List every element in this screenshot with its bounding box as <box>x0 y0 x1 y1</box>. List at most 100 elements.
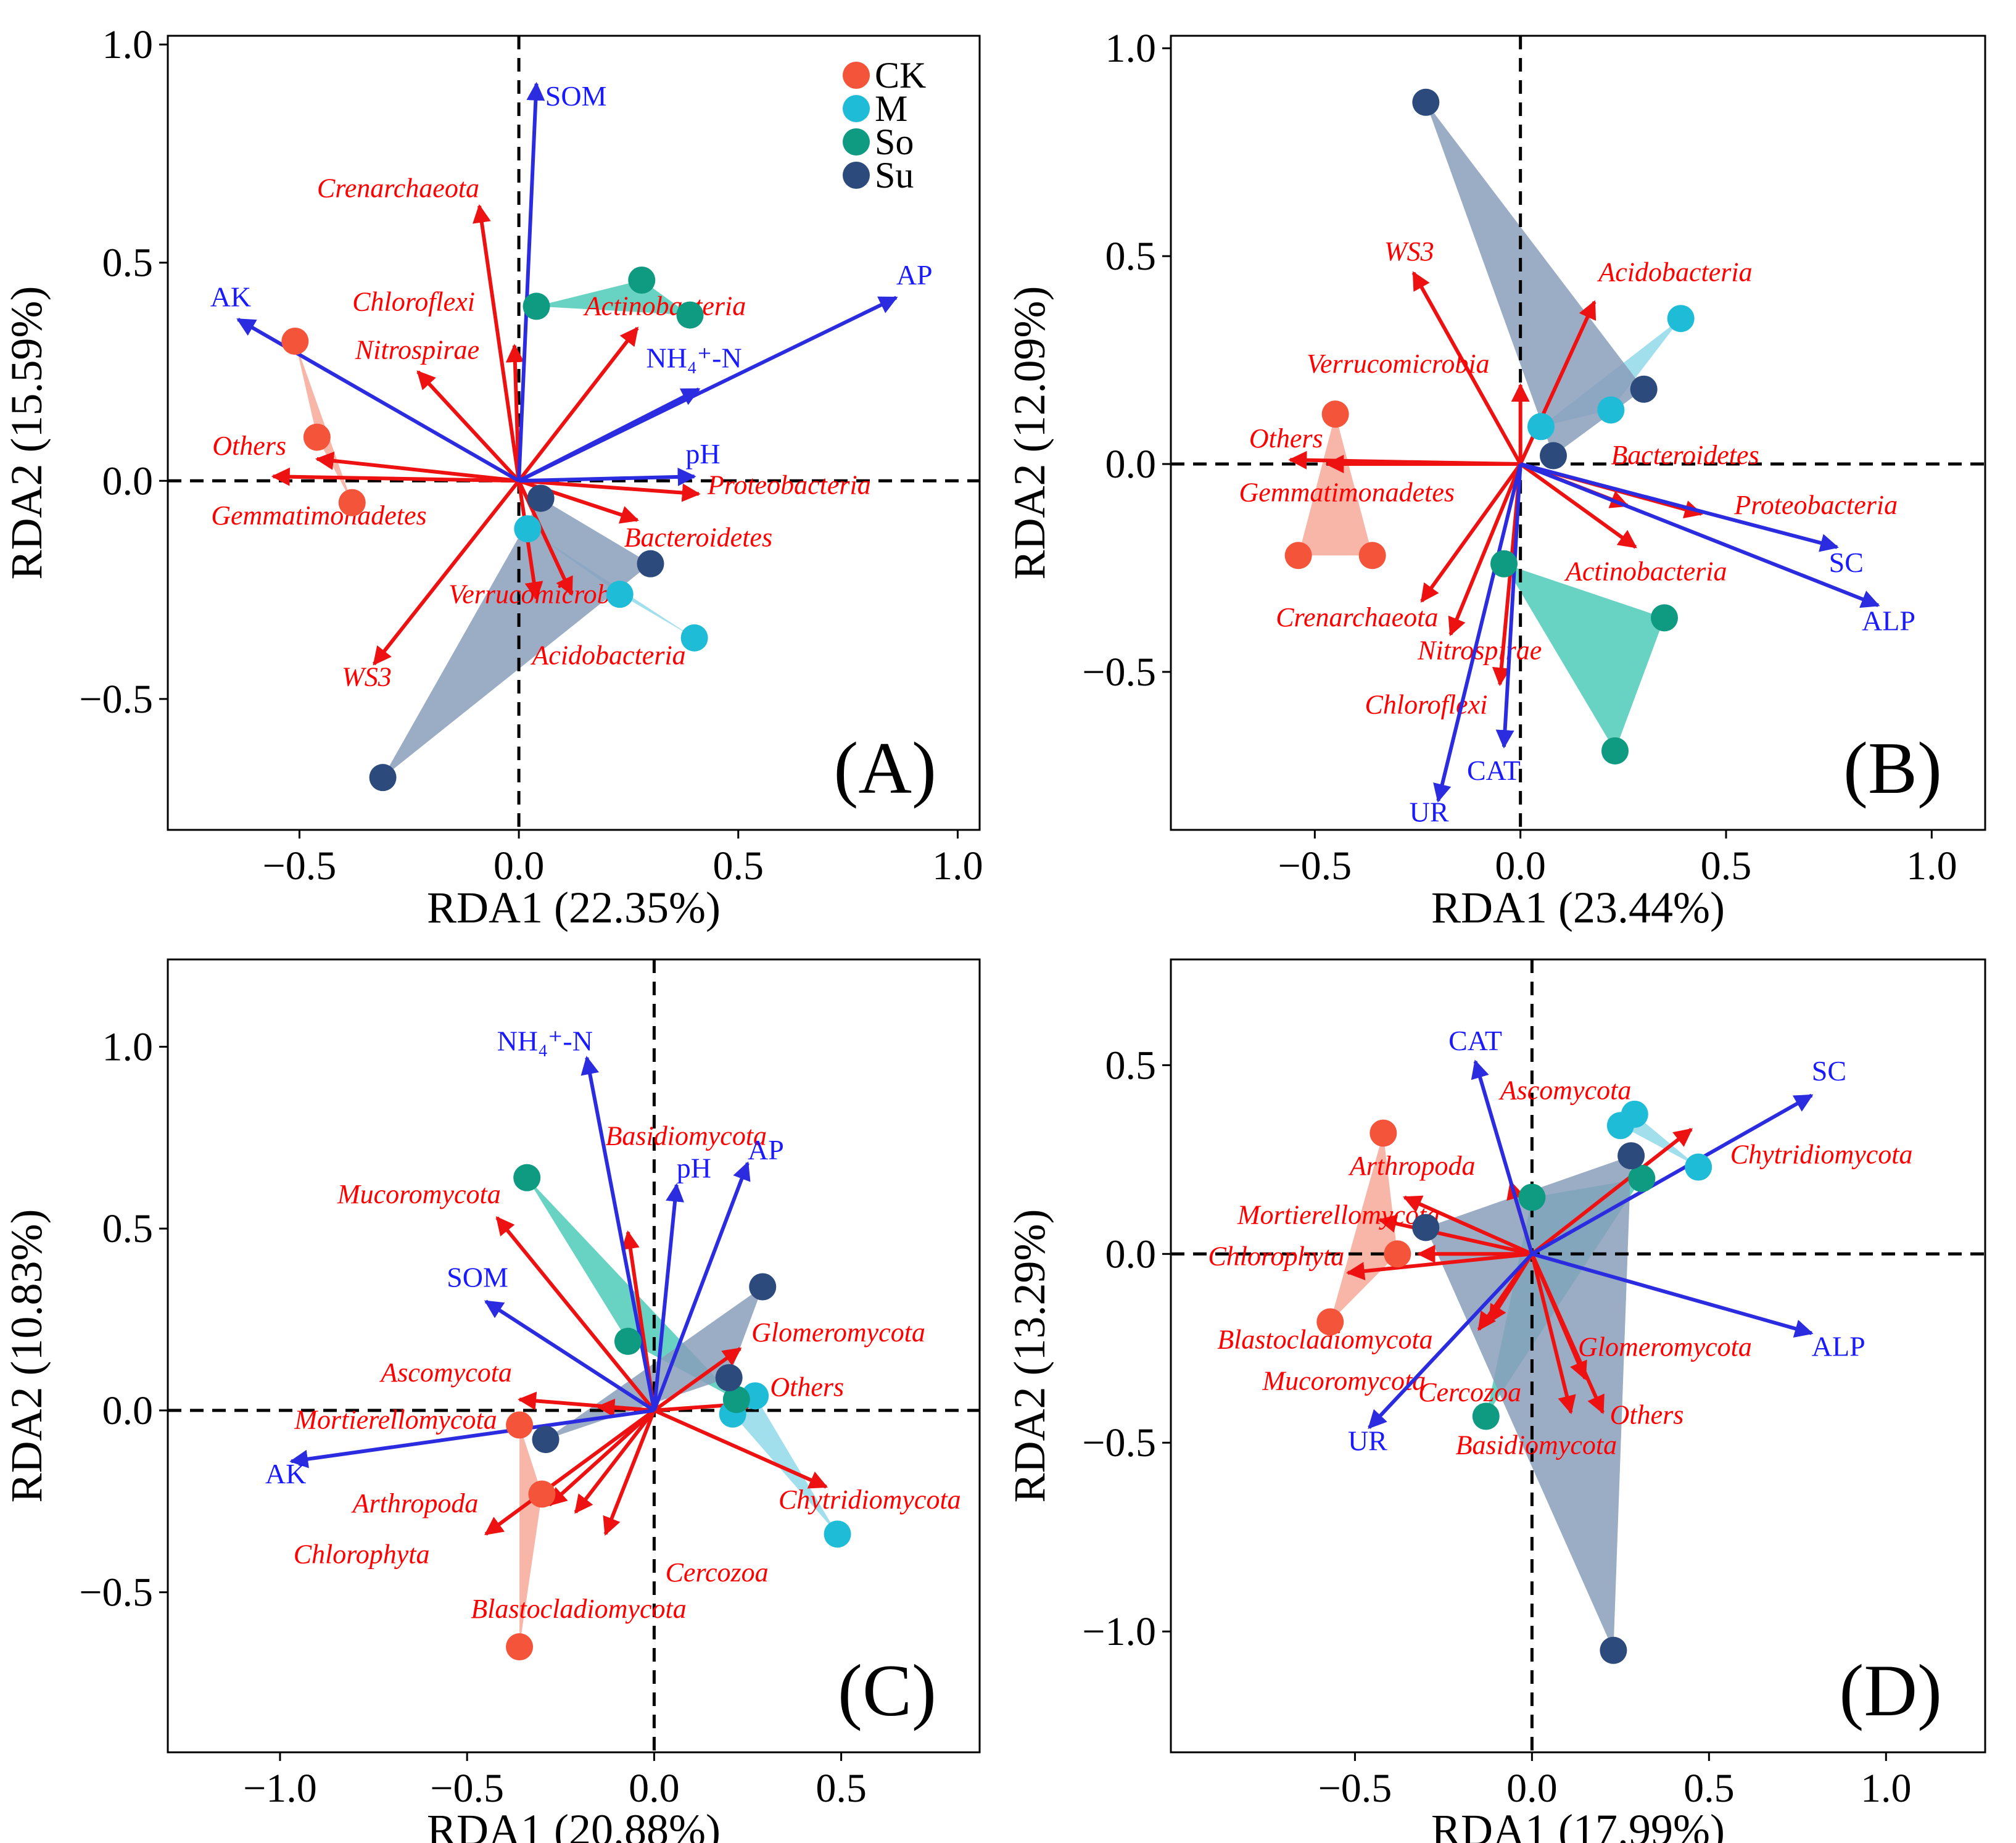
y-tick-label: −0.5 <box>1082 650 1156 695</box>
y-tick-label: 0.0 <box>102 1388 154 1433</box>
point-m <box>1667 305 1695 333</box>
legend-marker-su <box>843 162 870 189</box>
species-label: Chlorophyta <box>1208 1241 1344 1272</box>
env-arrow <box>1531 1093 1814 1256</box>
species-label: Mortierellomycota <box>1237 1199 1440 1230</box>
species-arrow <box>416 370 521 482</box>
point-ck <box>281 328 309 355</box>
env-label: SOM <box>447 1262 508 1293</box>
env-arrow <box>580 1056 656 1411</box>
point-su <box>749 1273 777 1301</box>
env-label: AK <box>265 1458 306 1489</box>
legend-label: Su <box>875 155 914 196</box>
plot-frame <box>167 35 981 831</box>
species-label: Actinobacteria <box>1564 557 1727 587</box>
point-su <box>1412 88 1440 116</box>
species-arrow <box>596 1398 655 1417</box>
species-label: Arthropoda <box>351 1488 479 1518</box>
point-ck <box>1358 542 1386 569</box>
y-tick-label: 0.0 <box>1105 1232 1157 1277</box>
point-su <box>637 550 664 578</box>
species-label: Acidobacteria <box>530 640 685 670</box>
point-m <box>606 581 634 608</box>
x-tick-label: −0.5 <box>263 843 337 888</box>
point-ck <box>1321 400 1349 428</box>
hull-ck <box>295 341 352 503</box>
plot-frame <box>1170 35 1986 831</box>
species-arrow <box>574 1409 656 1514</box>
y-axis-label: RDA2 (12.09%) <box>1005 286 1054 580</box>
hull-su <box>382 498 651 778</box>
env-label: UR <box>1410 797 1449 828</box>
x-tick-label: 0.5 <box>713 843 764 888</box>
species-arrow <box>1378 1214 1533 1256</box>
species-label: Verrucomicrobia <box>1307 349 1490 379</box>
hull-ck <box>519 1425 542 1647</box>
legend-label: M <box>875 88 907 129</box>
species-label: Bacteroidetes <box>624 522 772 552</box>
species-arrow <box>1411 271 1522 465</box>
species-arrow <box>372 479 521 666</box>
legend-marker-m <box>843 95 870 122</box>
env-label: ALP <box>1812 1331 1865 1362</box>
plot-frame <box>167 958 981 1754</box>
species-label: Nitrospirae <box>355 334 479 365</box>
y-tick-label: −0.5 <box>79 1570 153 1615</box>
y-tick-label: 1.0 <box>102 22 154 67</box>
species-label: Blastocladiomycota <box>471 1594 687 1624</box>
point-su <box>1412 1214 1440 1241</box>
env-label: NH₄⁺-N <box>646 342 742 373</box>
point-su <box>1630 375 1658 403</box>
env-label: SOM <box>545 80 607 112</box>
point-ck <box>338 489 366 516</box>
point-ck <box>528 1480 556 1508</box>
species-label: Ascomycota <box>1498 1075 1632 1105</box>
species-label: Crenarchaeota <box>317 173 479 204</box>
env-arrow <box>652 1161 751 1411</box>
species-label: Others <box>770 1372 844 1402</box>
x-tick-label: 0.5 <box>816 1766 867 1811</box>
env-arrow <box>289 1408 655 1468</box>
species-label: Crenarchaeota <box>1276 602 1438 632</box>
panel-a: Crenarchaeota Chloroflexi Nitrospirae Actin… <box>2 22 983 932</box>
point-ck <box>1369 1119 1397 1147</box>
env-label: CAT <box>1448 1025 1502 1056</box>
species-arrow <box>653 1409 828 1489</box>
x-axis-label: RDA1 (17.99%) <box>1431 1805 1725 1843</box>
species-label: Chlorophyta <box>294 1539 430 1569</box>
x-tick-label: 0.0 <box>494 843 545 888</box>
y-tick-label: 0.5 <box>102 1206 154 1251</box>
y-tick-label: −0.5 <box>1082 1420 1156 1465</box>
y-axis-label: RDA2 (10.83%) <box>2 1209 51 1503</box>
point-ck <box>1284 542 1312 569</box>
species-arrow <box>1530 1253 1605 1415</box>
y-axis-label: RDA2 (13.29%) <box>1005 1209 1054 1503</box>
species-arrow <box>1531 1127 1693 1256</box>
y-tick-label: 0.5 <box>1105 1043 1157 1088</box>
species-label: WS3 <box>342 662 392 692</box>
species-label: Gemmatimonadetes <box>211 500 427 531</box>
point-ck <box>506 1411 534 1439</box>
species-label: Chloroflexi <box>1365 689 1488 719</box>
species-arrow <box>1403 1195 1533 1256</box>
legend-marker-so <box>843 128 870 155</box>
species-label: WS3 <box>1384 236 1434 267</box>
species-label: Gemmatimonadetes <box>1239 478 1455 508</box>
x-tick-label: 1.0 <box>1906 843 1957 888</box>
point-su <box>527 484 555 512</box>
point-ck <box>1384 1240 1411 1268</box>
point-so <box>1651 604 1678 632</box>
species-label: Arthropoda <box>1348 1151 1476 1181</box>
y-tick-label: −0.5 <box>79 677 153 722</box>
point-so <box>1472 1402 1500 1430</box>
hull-so <box>1504 563 1664 751</box>
species-label: Verrucomicrobia <box>448 579 632 609</box>
species-label: Chloroflexi <box>352 287 475 317</box>
point-su <box>1540 442 1567 470</box>
x-axis-label: RDA1 (20.88%) <box>427 1805 721 1843</box>
species-arrow <box>1487 1253 1534 1323</box>
species-label: Mucoromycota <box>337 1179 501 1209</box>
env-label: UR <box>1348 1425 1387 1456</box>
point-m <box>824 1520 851 1548</box>
y-tick-label: 1.0 <box>1105 26 1157 71</box>
